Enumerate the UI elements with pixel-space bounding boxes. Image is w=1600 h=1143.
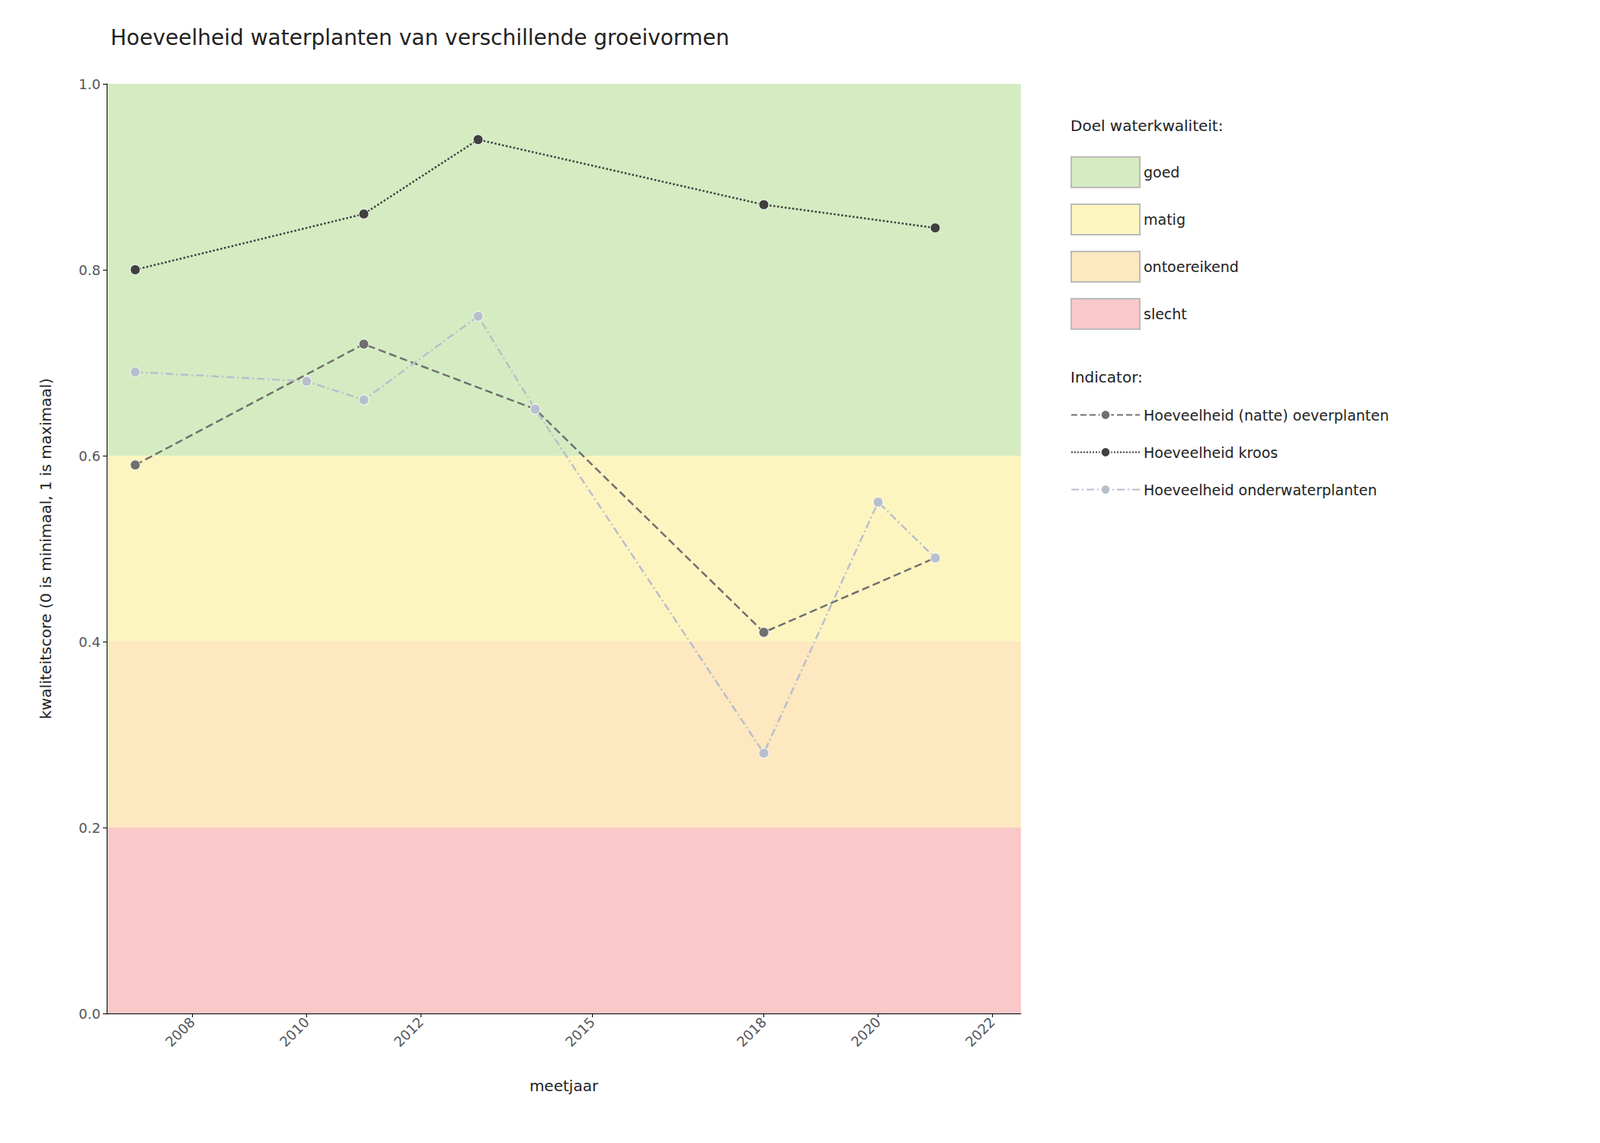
svg-text:Hoeveelheid kroos: Hoeveelheid kroos — [1143, 444, 1278, 461]
svg-text:0.2: 0.2 — [78, 819, 101, 836]
svg-text:Hoeveelheid onderwaterplanten: Hoeveelheid onderwaterplanten — [1143, 481, 1377, 499]
svg-text:0.4: 0.4 — [78, 633, 101, 650]
svg-text:2008: 2008 — [162, 1014, 199, 1050]
svg-text:0.6: 0.6 — [78, 448, 101, 464]
svg-text:goed: goed — [1143, 163, 1180, 181]
svg-text:0.8: 0.8 — [78, 262, 101, 279]
svg-text:Indicator:: Indicator: — [1070, 368, 1143, 387]
svg-text:2022: 2022 — [962, 1014, 999, 1050]
svg-text:2020: 2020 — [848, 1014, 884, 1050]
svg-text:Doel waterkwaliteit:: Doel waterkwaliteit: — [1070, 116, 1223, 135]
svg-text:slecht: slecht — [1143, 305, 1188, 323]
svg-text:1.0: 1.0 — [78, 76, 101, 93]
svg-text:ontoereikend: ontoereikend — [1143, 258, 1239, 276]
svg-text:2018: 2018 — [733, 1014, 770, 1050]
svg-text:2012: 2012 — [390, 1014, 427, 1050]
svg-text:Hoeveelheid (natte) oeverplant: Hoeveelheid (natte) oeverplanten — [1143, 406, 1389, 424]
svg-text:matig: matig — [1143, 211, 1186, 228]
svg-text:meetjaar: meetjaar — [529, 1076, 599, 1095]
svg-text:Hoeveelheid waterplanten van v: Hoeveelheid waterplanten van verschillen… — [110, 25, 730, 51]
svg-text:2015: 2015 — [562, 1014, 599, 1050]
svg-text:2010: 2010 — [276, 1014, 313, 1050]
svg-text:0.0: 0.0 — [78, 1005, 101, 1022]
svg-text:kwaliteitscore (0 is minimaal,: kwaliteitscore (0 is minimaal, 1 is maxi… — [36, 377, 55, 720]
